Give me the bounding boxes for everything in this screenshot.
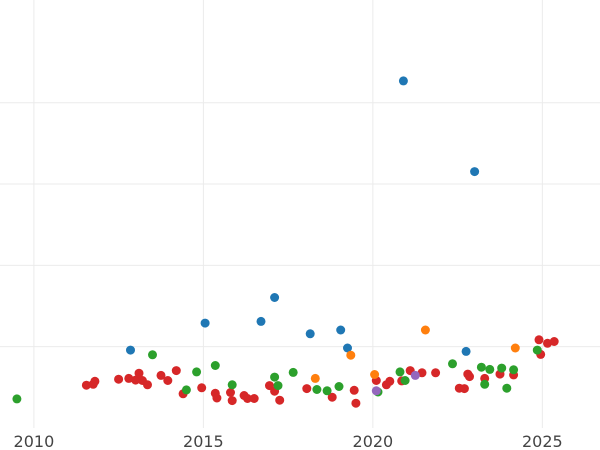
scatter-point: [346, 350, 356, 360]
scatter-point: [343, 343, 352, 353]
data-points: [12, 76, 559, 408]
x-tick-label: 2015: [183, 432, 224, 450]
scatter-point: [163, 376, 173, 385]
scatter-point: [549, 337, 559, 346]
scatter-point: [270, 293, 280, 302]
scatter-point: [448, 359, 457, 369]
scatter-point: [461, 346, 471, 356]
scatter-point: [400, 376, 410, 385]
scatter-point: [509, 365, 519, 375]
scatter-point: [288, 367, 298, 377]
scatter-point: [200, 318, 210, 328]
scatter-point: [312, 385, 322, 394]
x-tick-label: 2020: [353, 432, 394, 450]
scatter-point: [210, 361, 220, 370]
scatter-point: [256, 316, 266, 326]
scatter-point: [114, 374, 124, 384]
scatter-point: [156, 370, 166, 380]
scatter-point: [227, 380, 237, 390]
scatter-point: [476, 362, 486, 372]
scatter-point: [126, 345, 135, 355]
scatter-point: [459, 384, 469, 394]
scatter-point: [134, 368, 144, 378]
scatter-point: [410, 370, 420, 380]
scatter-point: [502, 383, 512, 393]
scatter-point: [212, 393, 222, 403]
scatter-point: [131, 375, 141, 385]
scatter-point: [510, 343, 520, 353]
x-tick-label: 2025: [522, 432, 563, 450]
scatter-point: [371, 386, 381, 396]
scatter-point: [143, 380, 152, 390]
scatter-point: [370, 370, 380, 379]
scatter-point: [181, 385, 191, 395]
scatter-point: [243, 394, 252, 403]
scatter-point: [431, 368, 441, 378]
scatter-point: [275, 395, 285, 405]
scatter-point: [192, 367, 202, 377]
scatter-point: [124, 373, 134, 383]
scatter-point: [480, 379, 490, 389]
scatter-point: [322, 386, 332, 396]
scatter-point: [470, 167, 480, 177]
scatter-point: [310, 373, 320, 383]
scatter-point: [197, 383, 207, 393]
scatter-point: [465, 372, 474, 382]
scatter-point: [273, 381, 283, 391]
scatter-point: [349, 385, 359, 395]
scatter-point: [534, 335, 544, 345]
scatter-point: [485, 364, 495, 374]
scatter-point: [497, 363, 507, 373]
scatter-point: [420, 325, 430, 335]
scatter-point: [12, 394, 22, 404]
x-tick-label: 2010: [14, 432, 55, 450]
scatter-point: [226, 388, 235, 397]
scatter-point: [81, 380, 91, 390]
scatter-point: [227, 396, 237, 406]
scatter-point: [385, 376, 395, 386]
scatter-point: [305, 329, 315, 339]
scatter-point: [90, 376, 100, 386]
scatter-point: [148, 350, 157, 360]
scatter-point: [249, 394, 259, 403]
gridlines: [0, 0, 600, 428]
scatter-point: [334, 382, 344, 391]
scatter-point: [171, 366, 181, 376]
scatter-point: [351, 398, 361, 408]
x-tick-labels: 2010 2015 2020 2025: [14, 432, 563, 450]
scatter-point: [270, 372, 280, 382]
scatter-point: [532, 345, 542, 355]
scatter-point: [395, 367, 405, 377]
scatter-point: [398, 76, 408, 86]
scatter-point: [302, 384, 312, 394]
scatter-point: [336, 325, 346, 335]
scatter-point: [327, 392, 337, 402]
